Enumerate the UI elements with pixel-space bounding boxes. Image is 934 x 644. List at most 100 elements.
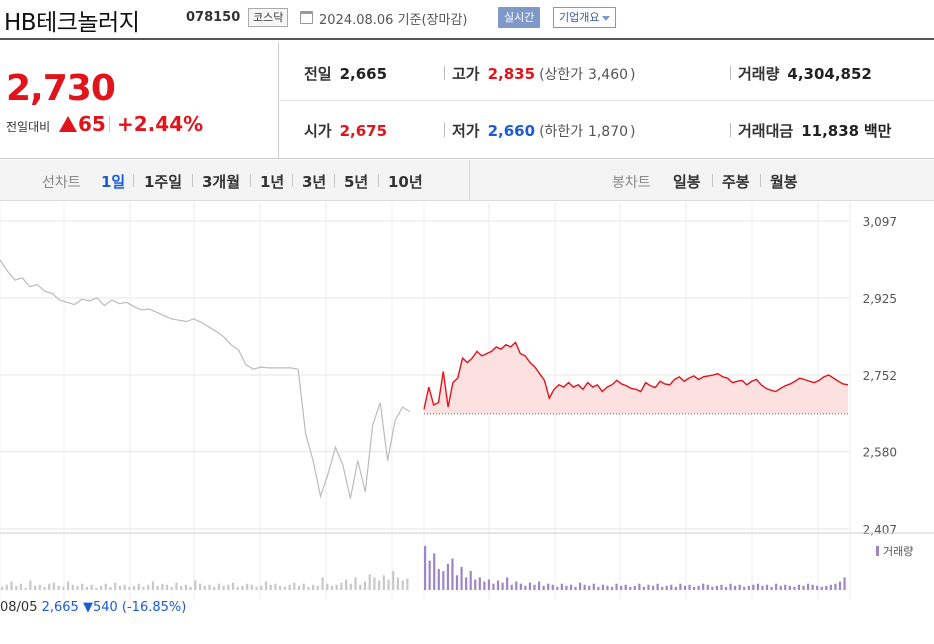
quote-date: 2024.08.06 기준(장마감) <box>319 13 468 28</box>
chart-tabs: 선차트 1일 1주일 3개월 1년 3년 5년 10년 봉차트 일봉 주봉 월봉 <box>0 160 934 201</box>
volume-bar <box>624 584 627 590</box>
volume-bar <box>569 584 573 590</box>
volume-bar <box>29 580 32 590</box>
candle-chart-label: 봉차트 <box>612 175 651 191</box>
volume-bar <box>633 585 636 590</box>
volume-bar <box>752 584 755 590</box>
current-price: 2,730 <box>6 68 116 109</box>
volume-bar <box>85 586 89 590</box>
volume-bar <box>565 585 568 590</box>
tab-1y[interactable]: 1년 <box>260 173 285 191</box>
volume-bar <box>574 586 577 590</box>
volume-bar <box>788 585 791 590</box>
upper-limit-label: (상한가 <box>539 67 584 83</box>
volume-bar <box>588 585 591 590</box>
volume-bar <box>151 581 155 590</box>
change-label: 전일대비 <box>6 120 51 134</box>
y-tick-label: 2,407 <box>863 523 897 537</box>
tab-10y[interactable]: 10년 <box>388 173 423 191</box>
volume-bar <box>793 586 796 590</box>
divider <box>192 174 193 187</box>
volume-bar <box>843 577 846 590</box>
volume-bar <box>326 583 329 590</box>
volume-bar <box>642 586 646 590</box>
volume-bar <box>373 577 376 590</box>
volume-label: 거래량 <box>738 65 780 83</box>
volume-bar <box>406 578 409 590</box>
volume-bar <box>524 585 527 590</box>
volume-bar <box>387 579 390 590</box>
volume-legend-swatch <box>876 546 879 556</box>
prev-day-percent: (-16.85%) <box>121 600 187 615</box>
volume-bar <box>24 587 27 590</box>
volume-bar <box>556 586 559 590</box>
tab-3y[interactable]: 3년 <box>302 173 327 191</box>
volume-bar <box>551 584 554 590</box>
tab-5y[interactable]: 5년 <box>344 173 369 191</box>
prev-close-label: 전일 <box>304 65 332 83</box>
volume-bar <box>825 585 828 590</box>
volume-bar <box>396 577 400 590</box>
volume-bar <box>670 584 673 590</box>
volume-bar <box>368 574 371 590</box>
open-value: 2,675 <box>339 122 388 140</box>
tab-weekly[interactable]: 주봉 <box>722 173 750 191</box>
volume-bar <box>446 563 449 590</box>
chart-grid <box>0 220 850 530</box>
quote-panel: 2,730 전일대비 65 +2.44% 전일 2,665 고가 2,835 (상한가… <box>0 42 934 159</box>
y-tick-label: 2,925 <box>863 292 897 306</box>
volume-bar <box>180 585 183 590</box>
tab-1w[interactable]: 1주일 <box>144 173 183 191</box>
divider <box>292 174 293 187</box>
divider <box>469 160 470 201</box>
company-overview-button[interactable]: 기업개요 <box>553 7 617 28</box>
y-axis-labels: 3,097 2,925 2,752 2,580 2,407 <box>863 215 897 537</box>
volume-bar <box>802 585 805 590</box>
volume-bar <box>401 580 404 590</box>
volume-bar <box>743 586 746 590</box>
volume-bar <box>615 583 618 590</box>
volume-bar <box>307 586 310 590</box>
volume-bar <box>316 585 319 590</box>
volume-bar <box>720 584 723 590</box>
volume-bar <box>592 583 595 590</box>
realtime-button[interactable]: 실시간 <box>498 7 541 28</box>
volume-bar <box>756 583 760 590</box>
volume: 거래량 4,304,852 <box>738 63 872 84</box>
volume-bar <box>274 583 277 590</box>
divider <box>760 174 761 187</box>
y-tick-label: 2,580 <box>863 446 897 460</box>
low-value: 2,660 <box>487 122 536 140</box>
volume-bar <box>198 583 202 590</box>
trade-value-unit: 백만 <box>863 122 892 140</box>
market-badge: 코스닥 <box>248 8 289 27</box>
tab-monthly[interactable]: 월봉 <box>770 173 798 191</box>
volume-legend: 거래량 <box>883 545 913 558</box>
volume-bar <box>279 585 282 590</box>
lower-limit-close: ) <box>630 124 636 140</box>
tab-daily[interactable]: 일봉 <box>673 173 701 191</box>
change-value: 65 <box>78 112 106 136</box>
volume-bar <box>715 585 718 590</box>
volume-bar <box>437 569 440 590</box>
tab-1d[interactable]: 1일 <box>101 173 126 191</box>
volume-bar <box>829 584 832 590</box>
volume-bar <box>761 585 764 590</box>
volume-bar <box>15 585 18 590</box>
volume-bar <box>528 582 532 590</box>
volume-bar <box>354 577 357 590</box>
volume-value: 4,304,852 <box>787 65 872 83</box>
volume-bar <box>297 585 301 590</box>
volume-bar <box>57 585 60 590</box>
volume-bar <box>71 584 74 590</box>
volume-bar <box>170 586 173 590</box>
upper-limit-close: ) <box>630 67 636 83</box>
tab-3m[interactable]: 3개월 <box>202 173 241 191</box>
volume-bar <box>132 585 136 590</box>
volume-bar <box>747 585 750 590</box>
volume-bar <box>665 585 668 590</box>
volume-bar <box>99 585 103 590</box>
volume-bar <box>241 585 244 590</box>
trade-value-label: 거래대금 <box>738 122 794 140</box>
